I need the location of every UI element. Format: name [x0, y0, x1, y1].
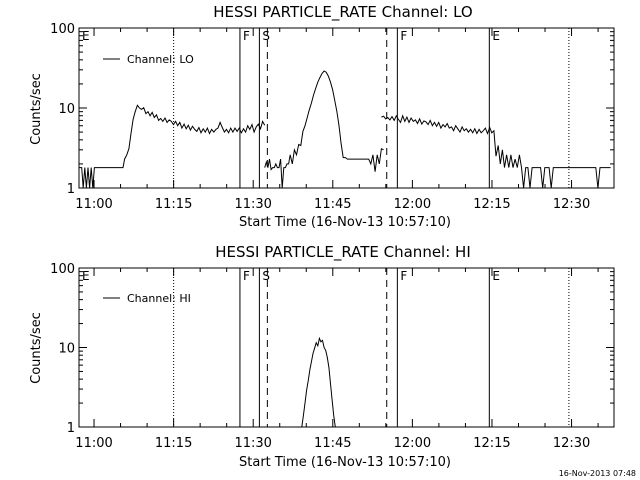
series-line: [301, 336, 336, 428]
marker-label: F: [243, 269, 250, 283]
series-line: [79, 104, 266, 189]
y-tick-label: 1: [67, 421, 75, 436]
x-tick-label: 12:30: [553, 436, 590, 451]
marker-label: F: [400, 29, 407, 43]
x-tick-label: 11:30: [234, 197, 271, 212]
x-tick-label: 12:00: [394, 436, 431, 451]
marker-label: F: [400, 269, 407, 283]
x-tick-label: 12:00: [394, 197, 431, 212]
marker-label: E: [492, 269, 500, 283]
x-tick-label: 11:30: [234, 436, 271, 451]
marker-label: S: [262, 29, 270, 43]
x-tick-label: 12:15: [473, 436, 510, 451]
panel-hi-x-axis-label: Start Time (16-Nov-13 10:57:10): [239, 455, 451, 470]
y-tick-label: 100: [50, 22, 75, 37]
y-tick-label: 10: [58, 342, 75, 357]
marker-label: E: [492, 29, 500, 43]
plot-frame: [78, 27, 615, 189]
x-tick-label: 11:45: [314, 436, 351, 451]
y-tick-label: 10: [58, 102, 75, 117]
panel-hi: HESSI PARTICLE_RATE Channel: HI Counts/s…: [29, 243, 615, 470]
x-tick-label: 12:30: [553, 197, 590, 212]
panel-lo-x-axis-label: Start Time (16-Nov-13 10:57:10): [239, 215, 451, 230]
panel-lo-title: HESSI PARTICLE_RATE Channel: LO: [213, 3, 472, 22]
panel-hi-y-axis-label: Counts/sec: [29, 312, 44, 384]
x-tick-label: 11:45: [314, 197, 351, 212]
x-tick-label: 11:00: [75, 436, 112, 451]
panel-lo: HESSI PARTICLE_RATE Channel: LO Counts/s…: [29, 3, 615, 230]
x-tick-label: 11:00: [75, 197, 112, 212]
panel-hi-title: HESSI PARTICLE_RATE Channel: HI: [215, 243, 471, 262]
panel-lo-y-axis-label: Counts/sec: [29, 73, 44, 145]
marker-label: S: [262, 269, 270, 283]
series-line: [381, 114, 611, 189]
x-tick-label: 12:15: [473, 197, 510, 212]
marker-label: E: [82, 269, 90, 283]
marker-label: E: [82, 29, 90, 43]
x-tick-label: 11:15: [155, 436, 192, 451]
marker-label: F: [243, 29, 250, 43]
series-line: [264, 70, 384, 189]
panel-hi-legend-label: Channel: HI: [127, 292, 191, 305]
footer-timestamp: 16-Nov-2013 07:48: [559, 469, 636, 478]
x-tick-label: 11:15: [155, 197, 192, 212]
y-tick-label: 100: [50, 262, 75, 277]
y-tick-label: 1: [67, 182, 75, 197]
panel-lo-legend-label: Channel: LO: [127, 53, 194, 66]
